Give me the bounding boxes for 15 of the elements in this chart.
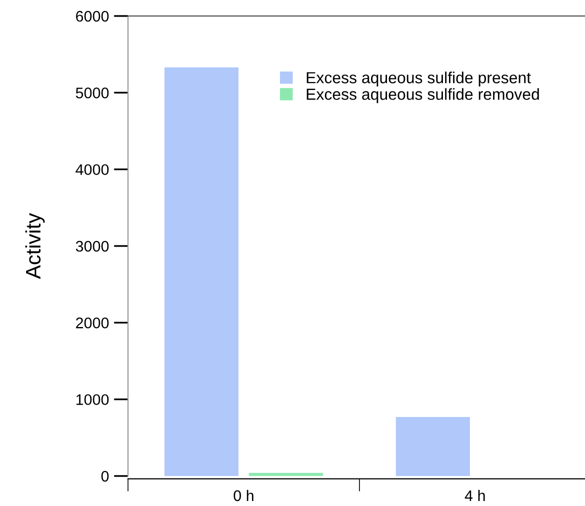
y-tick-label: 6000 — [76, 10, 109, 22]
bar — [164, 67, 239, 476]
x-tick-label: 0 h — [234, 490, 254, 502]
y-tick-label: 2000 — [76, 318, 109, 328]
legend-label: Excess aqueous sulfide removed — [306, 88, 539, 104]
bar — [248, 472, 323, 476]
y-axis-title: Activity — [25, 213, 45, 279]
y-tick-label: 4000 — [76, 164, 109, 176]
y-tick-label: 5000 — [76, 88, 109, 98]
y-tick-label: 1000 — [76, 394, 109, 406]
bar — [396, 416, 470, 476]
x-tick-label: 4 h — [464, 490, 485, 501]
legend-label: Excess aqueous sulfide present — [306, 72, 531, 86]
y-tick-label: 3000 — [76, 240, 109, 252]
y-tick-label: 0 — [101, 470, 109, 482]
